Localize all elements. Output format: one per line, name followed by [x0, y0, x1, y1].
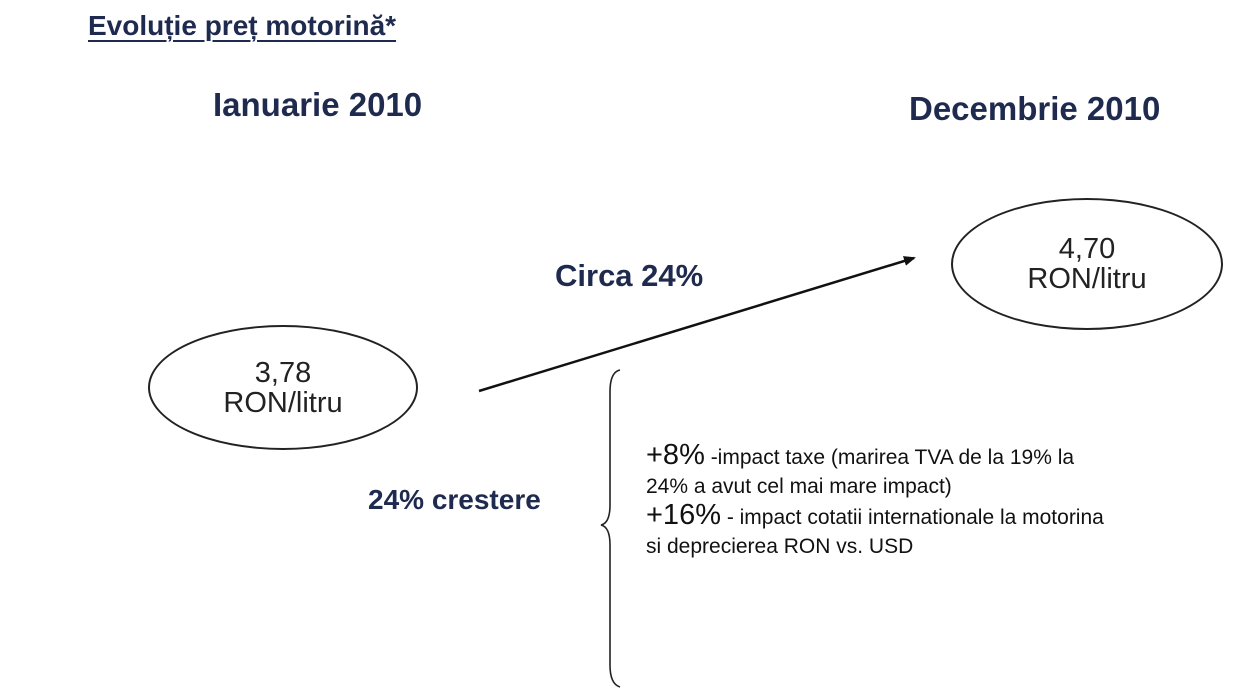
growth-label: 24% crestere [368, 484, 541, 515]
breakdown-desc: -impact taxe (marirea TVA de la 19% la [704, 446, 1075, 469]
breakdown-desc: 24% a avut cel mai mare impact) [646, 475, 952, 498]
breakdown-item-quotes: +16% - impact cotatii internationale la … [646, 501, 1226, 561]
price-value-start: 3,78 [254, 356, 312, 389]
breakdown-item-taxes: +8% -impact taxe (marirea TVA de la 19% … [646, 441, 1226, 501]
breakdown-brace [600, 369, 621, 688]
breakdown-list: +8% -impact taxe (marirea TVA de la 19% … [646, 441, 1226, 561]
breakdown-pct: +16% [646, 499, 721, 531]
page-title: Evoluție preț motorină* [88, 10, 397, 41]
period-start-label: Ianuarie 2010 [213, 86, 423, 123]
breakdown-desc: si deprecierea RON vs. USD [646, 535, 914, 558]
price-unit-end: RON/litru [1027, 263, 1147, 295]
change-label: Circa 24% [555, 258, 704, 293]
price-bubble-start: 3,78 RON/litru [148, 325, 418, 450]
price-value-end: 4,70 [1058, 233, 1116, 265]
breakdown-desc: - impact cotatii internationale la motor… [720, 506, 1104, 529]
period-end-label: Decembrie 2010 [909, 90, 1161, 127]
price-bubble-end: 4,70 RON/litru [951, 198, 1223, 330]
price-unit-start: RON/litru [223, 386, 343, 419]
breakdown-pct: +8% [646, 439, 705, 471]
